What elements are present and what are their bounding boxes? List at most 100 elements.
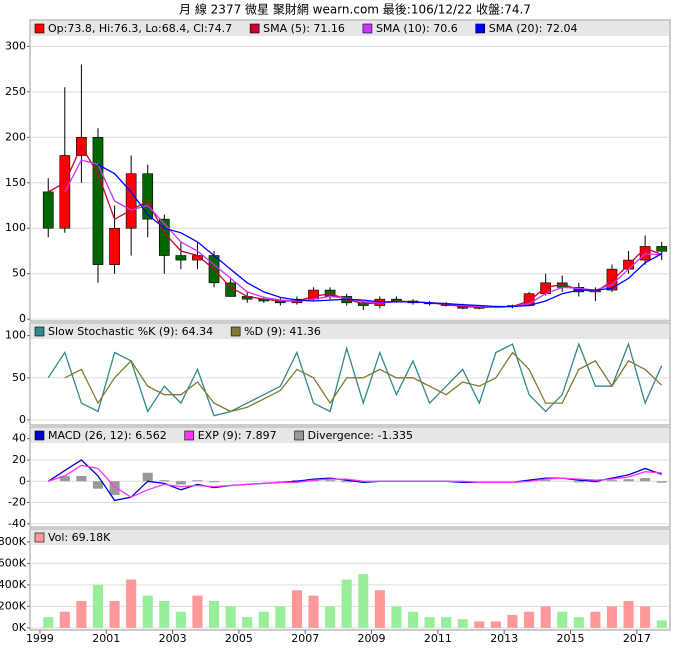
bar xyxy=(540,480,551,482)
candle-body xyxy=(92,137,104,265)
bar xyxy=(175,481,186,485)
bar xyxy=(109,481,120,496)
bar xyxy=(341,579,352,628)
bar xyxy=(358,574,369,628)
bar xyxy=(159,600,170,628)
y-tick-label: 0 xyxy=(19,474,26,487)
x-tick-label: 2003 xyxy=(159,632,187,645)
x-tick-label: 2009 xyxy=(358,632,386,645)
bar xyxy=(474,621,485,628)
bar xyxy=(258,611,269,628)
candle-body xyxy=(175,255,187,261)
y-tick-label: 300 xyxy=(5,39,26,52)
y-tick-label: 50 xyxy=(12,267,26,280)
y-tick-label: 600K xyxy=(0,556,27,569)
legend-swatch xyxy=(249,23,260,34)
candle-body xyxy=(109,227,120,265)
series-line xyxy=(97,164,663,308)
bar xyxy=(341,481,352,483)
candle-body xyxy=(42,191,54,229)
bar xyxy=(59,611,70,628)
bar xyxy=(291,590,302,628)
bar xyxy=(424,617,435,628)
legend-label: SMA (20): 72.04 xyxy=(489,22,578,35)
legend-label: EXP (9): 7.897 xyxy=(198,429,277,442)
x-tick-label: 1999 xyxy=(26,632,54,645)
bar xyxy=(325,480,336,482)
x-tick-label: 2013 xyxy=(490,632,518,645)
bar xyxy=(407,611,419,628)
legend-swatch xyxy=(34,430,45,441)
y-tick-label: 40 xyxy=(12,432,26,445)
bar xyxy=(76,600,87,628)
bar xyxy=(159,480,170,482)
legend-swatch xyxy=(34,23,45,34)
bar xyxy=(623,479,634,482)
x-tick-label: 2011 xyxy=(424,632,452,645)
bar xyxy=(76,475,87,482)
y-tick-label: 100 xyxy=(5,221,26,234)
bar xyxy=(325,606,336,628)
bar xyxy=(43,617,54,628)
y-tick-label: 0 xyxy=(19,312,26,325)
y-tick-label: 0 xyxy=(19,413,26,426)
bar xyxy=(275,606,286,628)
candle-body xyxy=(125,173,137,229)
y-tick-label: 20 xyxy=(12,453,26,466)
bar xyxy=(573,481,584,483)
bar xyxy=(606,606,618,628)
y-tick-label: 250 xyxy=(5,85,26,98)
y-tick-label: 0K xyxy=(12,621,27,634)
legend-label: SMA (10): 70.6 xyxy=(376,22,458,35)
legend-swatch xyxy=(184,430,195,441)
legend-label: Vol: 69.18K xyxy=(48,531,111,544)
chart-title: 月 線 2377 微星 聚財網 wearn.com 最後:106/12/22 收… xyxy=(179,2,531,17)
bar xyxy=(457,619,468,628)
y-tick-label: 200 xyxy=(5,130,26,143)
bar xyxy=(490,621,501,628)
legend-label: Op:73.8, Hi:76.3, Lo:68.4, Cl:74.7 xyxy=(48,22,232,35)
legend-label: Slow Stochastic %K (9): 64.34 xyxy=(48,325,213,338)
bar xyxy=(507,614,518,628)
bar xyxy=(623,600,634,628)
legend-swatch xyxy=(230,326,241,337)
bar xyxy=(640,478,651,482)
bar xyxy=(142,595,153,628)
bar xyxy=(225,606,236,628)
legend-label: Divergence: -1.335 xyxy=(308,429,413,442)
legend-swatch xyxy=(34,326,45,337)
bar xyxy=(656,481,667,483)
bar xyxy=(192,480,203,482)
bar xyxy=(557,611,568,628)
bar xyxy=(242,617,253,628)
bar xyxy=(308,595,319,628)
y-tick-label: 150 xyxy=(5,176,26,189)
legend xyxy=(31,324,669,339)
x-tick-label: 2015 xyxy=(557,632,585,645)
bar xyxy=(391,606,402,628)
candle-body xyxy=(606,268,618,291)
bar xyxy=(208,481,220,483)
y-tick-label: 200K xyxy=(0,599,27,612)
bar xyxy=(208,600,220,628)
y-tick-label: -40 xyxy=(8,517,26,530)
bar xyxy=(126,579,137,628)
candle-body xyxy=(158,218,170,256)
bar xyxy=(175,611,186,628)
bar xyxy=(540,606,551,628)
panel xyxy=(29,322,671,426)
series-line xyxy=(47,464,662,498)
series-line xyxy=(64,351,663,413)
bar xyxy=(92,481,104,489)
bar xyxy=(109,600,120,628)
bar xyxy=(590,611,601,628)
y-tick-label: 800K xyxy=(0,535,27,548)
x-tick-label: 2001 xyxy=(92,632,120,645)
y-tick-label: 100 xyxy=(5,329,26,342)
bar xyxy=(640,606,651,628)
legend-label: %D (9): 41.36 xyxy=(244,325,321,338)
bar xyxy=(441,617,452,628)
y-tick-label: 50 xyxy=(12,371,26,384)
panel xyxy=(29,19,671,322)
x-tick-label: 2005 xyxy=(225,632,253,645)
